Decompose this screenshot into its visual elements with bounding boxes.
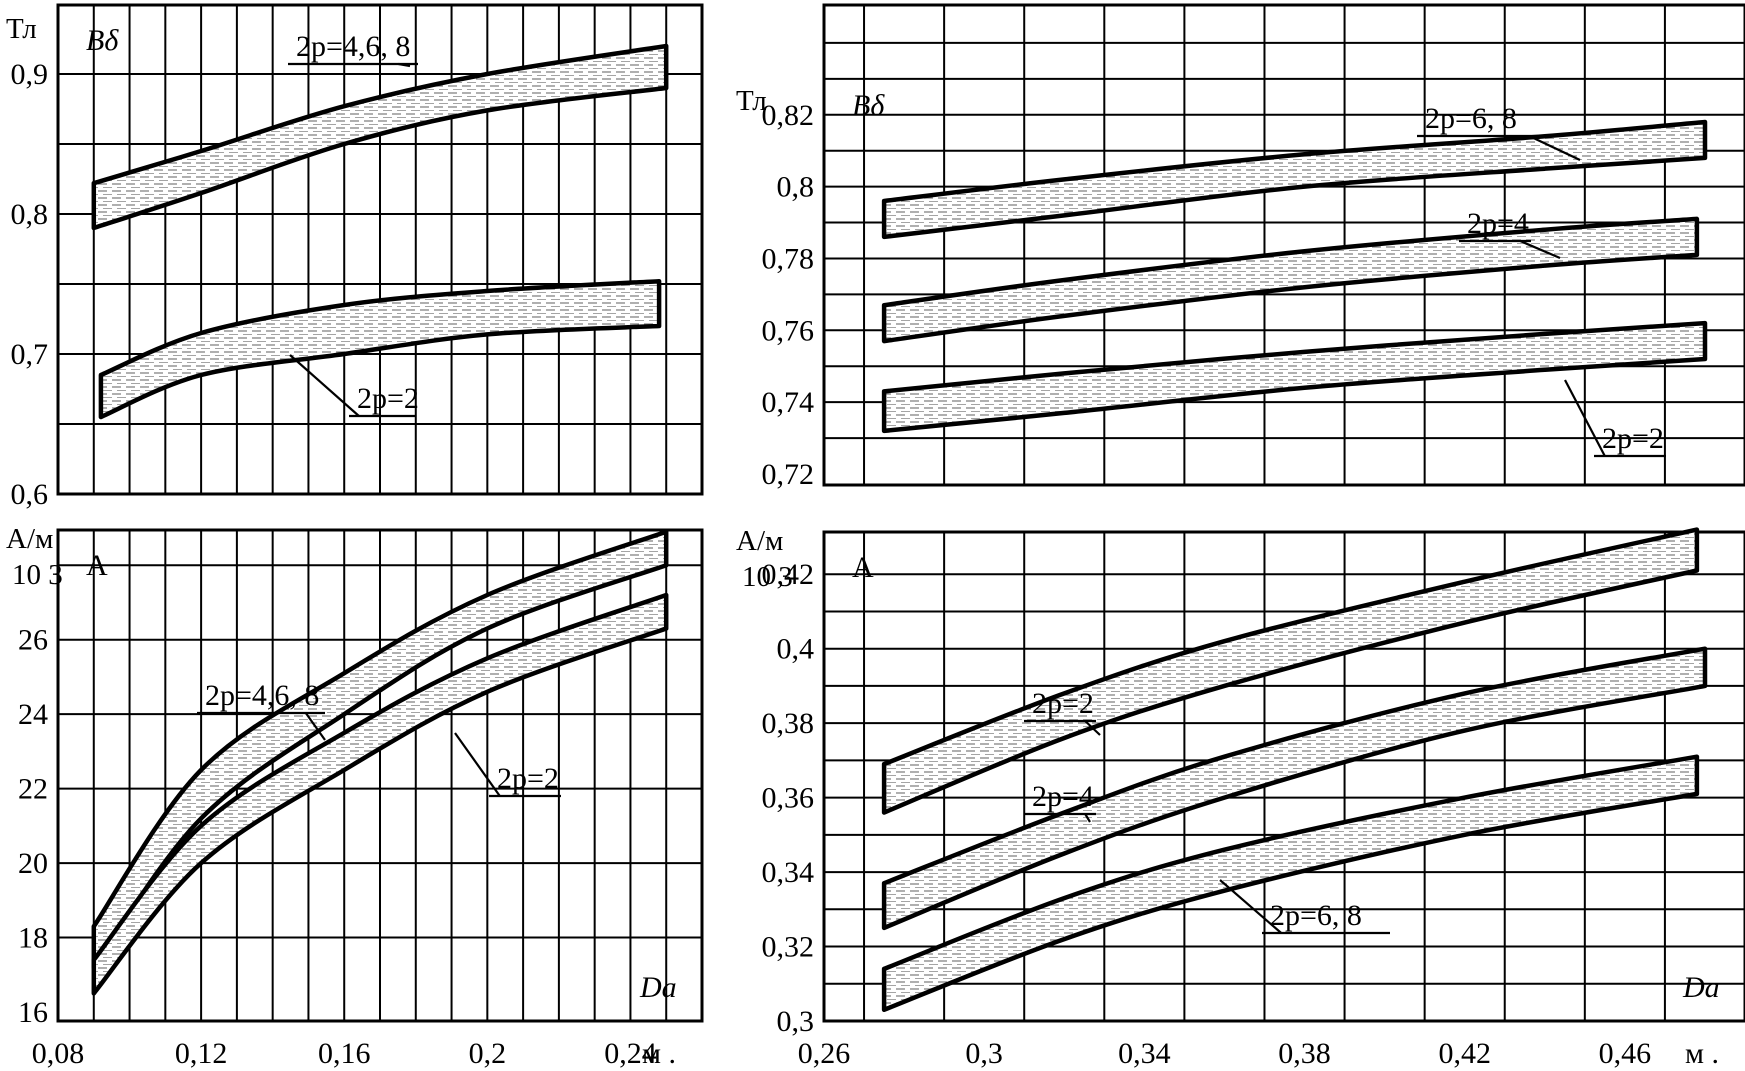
band-label: 2p=6, 8 <box>1425 102 1517 135</box>
corner-label: Bδ <box>852 89 885 122</box>
x-axis-label: Dа <box>1682 971 1720 1004</box>
y-tick-label: 0,7 <box>11 338 49 371</box>
label-leader <box>1219 879 1282 934</box>
plot-frame <box>822 3 1745 487</box>
y-unit-label: А/м <box>736 525 783 557</box>
band-bottom-right-2 <box>881 754 1700 1013</box>
y-tick-label: 18 <box>18 922 48 955</box>
chart-panel-bottom-right: 2p=2 2p=4 2p=6, 8 0,3 0,32 0,34 0,36 0,38 0,4 0,4… <box>736 525 1745 1070</box>
y-multiplier-label: 10 3 <box>12 559 63 591</box>
band-label: 2p=2 <box>497 762 559 795</box>
band-bottom-left-1 <box>91 592 669 996</box>
band-label: 2p=2 <box>1602 422 1664 455</box>
y-tick-label: 0,9 <box>11 58 49 91</box>
y-tick-label: 0,3 <box>777 1005 815 1038</box>
label-leader <box>1564 379 1606 457</box>
y-multiplier-label: 10 3 <box>742 561 793 593</box>
y-tick-label: 26 <box>18 624 48 657</box>
y-tick-label: 22 <box>18 773 48 806</box>
y-tick-label: 0,36 <box>762 782 815 815</box>
band-top-right-1 <box>881 216 1700 344</box>
x-tick-label: 0,42 <box>1438 1037 1491 1070</box>
corner-label: Bδ <box>86 24 119 57</box>
x-tick-label: 0,26 <box>798 1037 851 1070</box>
band-top-right-0 <box>881 119 1708 240</box>
plot-frame <box>822 530 1745 1023</box>
band-bottom-left-0 <box>91 529 669 970</box>
chart-panel-top-left: 2p=4,6, 8 2p=2 0,6 0,7 0,8 0,9 Тл Bδ <box>6 3 704 511</box>
y-tick-label: 0,76 <box>762 314 815 347</box>
label-leader <box>304 712 326 741</box>
y-tick-label: 0,6 <box>11 478 49 511</box>
grid-bottom-left <box>58 530 702 1021</box>
label-leader <box>454 732 501 797</box>
band-label: 2p=4 <box>1032 780 1094 813</box>
x-unit-label: м . <box>1685 1037 1719 1070</box>
band-label: 2p=2 <box>1032 687 1094 720</box>
band-label: 2p=4,6, 8 <box>205 679 319 712</box>
y-tick-label: 0,8 <box>11 198 49 231</box>
band-label: 2p=4 <box>1467 207 1529 240</box>
y-tick-label: 0,78 <box>762 242 815 275</box>
y-tick-label: 0,8 <box>777 171 815 204</box>
label-leader <box>1519 239 1561 260</box>
y-tick-label: 24 <box>18 698 48 731</box>
band-bottom-right-0 <box>881 527 1700 815</box>
y-tick-label: 0,42 <box>762 558 815 591</box>
x-tick-label: 0,24 <box>604 1037 657 1070</box>
x-tick-label: 0,3 <box>965 1037 1003 1070</box>
y-tick-label: 0,34 <box>762 856 815 889</box>
label-leader <box>1084 813 1091 823</box>
band-top-left-0 <box>91 43 669 231</box>
band-bottom-right-1 <box>881 646 1708 931</box>
corner-label: A <box>852 551 874 584</box>
label-leader <box>1528 135 1581 161</box>
band-label: 2p=6, 8 <box>1270 899 1362 932</box>
chart-panel-bottom-left: 2p=4,6, 8 2p=2 16 18 20 22 24 26 0,08 0,12 0,16 0,2… <box>6 523 704 1070</box>
y-tick-label: 0,38 <box>762 707 815 740</box>
label-leader <box>289 354 360 417</box>
y-unit-label: А/м <box>6 523 53 555</box>
x-tick-label: 0,08 <box>32 1037 85 1070</box>
y-tick-label: 0,72 <box>762 458 815 491</box>
y-tick-label: 0,74 <box>762 386 815 419</box>
x-unit-label: м . <box>642 1037 676 1070</box>
y-tick-label: 0,82 <box>762 99 815 132</box>
label-leader <box>398 62 411 68</box>
x-axis-label: Dа <box>639 971 677 1004</box>
band-label: 2p=2 <box>357 382 419 415</box>
x-tick-label: 0,34 <box>1118 1037 1171 1070</box>
x-tick-label: 0,2 <box>469 1037 507 1070</box>
plot-frame <box>56 528 704 1023</box>
y-unit-label: Тл <box>736 85 767 117</box>
x-tick-label: 0,46 <box>1599 1037 1652 1070</box>
x-tick-label: 0,16 <box>318 1037 371 1070</box>
chart-panel-top-right: 2p=6, 8 2p=4 2p=2 0,72 0,74 0,76 0,78 0,8 0,82Тл… <box>736 3 1745 491</box>
y-tick-label: 0,4 <box>777 633 815 666</box>
y-tick-label: 20 <box>18 847 48 880</box>
y-unit-label: Тл <box>6 13 37 45</box>
band-top-left-1 <box>98 278 662 420</box>
y-tick-label: 0,32 <box>762 931 815 964</box>
label-leader <box>1084 720 1101 736</box>
y-tick-label: 16 <box>18 996 48 1029</box>
plot-frame <box>56 3 704 496</box>
corner-label: A <box>86 549 108 582</box>
x-tick-label: 0,38 <box>1278 1037 1331 1070</box>
band-top-right-2 <box>881 320 1708 434</box>
x-tick-label: 0,12 <box>175 1037 228 1070</box>
band-label: 2p=4,6, 8 <box>296 30 410 63</box>
